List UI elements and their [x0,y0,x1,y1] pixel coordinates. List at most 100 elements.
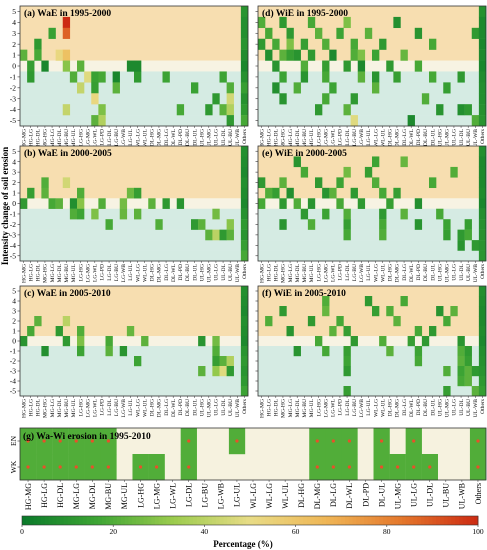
x-tick-label: DL-PD [178,399,184,415]
colorbar-segment [466,516,471,525]
x-tick-label: DL-MG [395,129,401,147]
x-tick-label: DL-BU [185,399,191,416]
heatmap-cell [343,60,351,72]
colorbar-segment [56,516,61,525]
heatmap-cell [457,376,465,387]
heatmap-cell [240,146,249,157]
colorbar-segment [356,516,361,525]
x-tick-label: LG-WL [93,263,99,282]
heatmap-cell [226,219,234,230]
colorbar-segment [238,516,243,525]
x-tick-label: WL-LG [135,399,141,417]
heatmap-cell [436,208,444,220]
heatmap-cell [98,198,106,209]
heatmap-cell [350,49,358,61]
heatmap-cell [343,356,351,367]
x-tick-label: UL-LG [452,399,458,416]
x-tick-label: MG-LG [288,264,294,282]
heatmap-cell [329,49,337,61]
y-tick-label: -2 [10,220,16,229]
background-band [258,93,486,105]
x-tick-label: WL-LG [249,483,258,509]
dot-marker [106,439,110,443]
heatmap-cell [343,166,351,178]
x-tick-label: UL-WB [473,399,479,418]
heatmap-cell [393,316,401,327]
background-band [20,286,248,297]
heatmap-cell [279,306,287,317]
heatmap-cell [240,16,249,29]
y-tick-label: 1 [12,327,16,336]
x-tick-label: LG-DL [345,263,351,280]
heatmap-cell [464,366,472,377]
colorbar-segment [295,516,300,525]
dot-marker [58,465,62,469]
heatmap-cell [62,60,71,72]
heatmap-cell [155,219,163,230]
heatmap-cell [414,60,423,72]
heatmap-cell [62,104,71,116]
background-band [20,38,248,50]
heatmap-cell [41,177,49,189]
heatmap-cell [212,208,220,220]
x-tick-label: DL-LG [402,129,408,146]
heatmap-cell [240,198,249,209]
x-tick-label: MG-DL [57,128,63,147]
y-tick-label: -5 [10,387,16,396]
background-band [258,386,486,397]
background-band [20,346,248,357]
dot-marker [187,465,191,469]
heatmap-cell [393,187,401,199]
heatmap-cell [205,229,213,241]
heatmap-cell [414,219,423,230]
dot-marker [428,465,432,469]
heatmap-cell [478,93,487,105]
background-band [258,219,486,230]
heatmap-cell [336,316,344,327]
colorbar-segment [272,516,277,525]
colorbar-segment [22,516,27,525]
colorbar-segment [386,516,391,525]
x-tick-label: MG-DL [295,398,301,417]
background-band [258,208,486,220]
heatmap-cell [400,49,408,61]
x-tick-label: DL-MG [157,129,163,147]
background-band [20,376,248,387]
dot-marker [315,439,319,443]
x-tick-label: WL-UL [281,483,290,509]
colorbar-segment [451,516,456,525]
dot-marker [26,465,30,469]
heatmap-cell [322,346,330,357]
heatmap-cell [226,93,234,105]
heatmap-cell [350,38,358,50]
heatmap-panel-g: EN WK HG-MG HG-LG HG-DL MG-LG MG-DL MG-BU MG-UL L… [9,427,487,510]
heatmap-cell [300,208,309,220]
heatmap-cell [293,49,301,61]
heatmap-cell [134,208,142,220]
colorbar-segment [120,516,125,525]
heatmap-cell [379,219,387,230]
colorbar-segment [413,516,418,525]
dot-marker [331,439,335,443]
colorbar-tick-label: 60 [292,527,300,536]
heatmap-cell [443,82,451,94]
x-tick-label: UL-BU [228,399,234,416]
heatmap-cell [471,115,480,127]
x-tick-label: DL-HG [150,264,156,281]
x-tick-label: DL-BU [423,399,429,416]
heatmap-cell [77,187,85,199]
x-tick-label: LG-WL [168,483,177,509]
background-band [258,376,486,387]
heatmap-cell [443,316,451,327]
heatmap-cell [212,366,220,377]
heatmap-cell [62,336,71,347]
x-tick-label: DL-HG [388,129,394,146]
heatmap-cell [240,376,249,387]
x-tick-label: LG-BU [352,264,358,281]
x-tick-label: UL-LG [452,129,458,146]
x-tick-label: UL-BU [228,129,234,146]
heatmap-cell [134,187,142,199]
background-band [258,316,486,327]
dot-marker [315,465,319,469]
